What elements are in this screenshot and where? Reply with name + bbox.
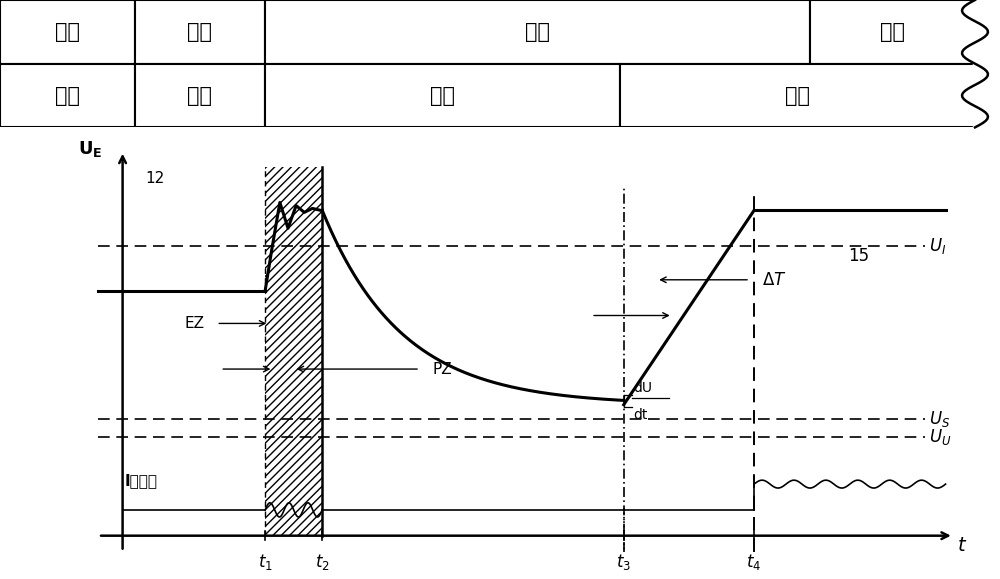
- Bar: [265, 0, 810, 64]
- Text: 断开: 断开: [430, 86, 455, 105]
- Bar: [135, 64, 265, 127]
- Text: $t_1$: $t_1$: [258, 552, 273, 571]
- Bar: [810, 0, 975, 64]
- Bar: [135, 0, 265, 64]
- Text: dU: dU: [633, 381, 652, 395]
- Text: I蓄电池: I蓄电池: [125, 473, 158, 488]
- Text: $\Delta T$: $\Delta T$: [762, 271, 787, 289]
- Text: 12: 12: [146, 171, 165, 186]
- Text: $U_U$: $U_U$: [929, 427, 952, 446]
- Bar: [0, 0, 135, 64]
- Text: 接通: 接通: [880, 22, 905, 42]
- Text: $U_I$: $U_I$: [929, 236, 947, 256]
- Bar: [265, 64, 620, 127]
- Text: $\mathbf{U_E}$: $\mathbf{U_E}$: [78, 139, 102, 159]
- Text: 马达: 马达: [55, 22, 80, 42]
- Text: $t_3$: $t_3$: [616, 552, 631, 571]
- Text: 15: 15: [848, 247, 869, 265]
- Bar: [0, 64, 135, 127]
- Text: 接通: 接通: [188, 86, 212, 105]
- Text: $U_S$: $U_S$: [929, 409, 950, 428]
- Text: 断开: 断开: [525, 22, 550, 42]
- Text: $t_2$: $t_2$: [315, 552, 330, 571]
- Text: 开关: 开关: [55, 86, 80, 105]
- Text: 接通: 接通: [188, 22, 212, 42]
- Text: PZ: PZ: [432, 361, 452, 376]
- Text: dt: dt: [633, 408, 648, 422]
- Bar: [620, 64, 975, 127]
- Bar: [265, 167, 322, 536]
- Text: $t_4$: $t_4$: [746, 552, 762, 571]
- Text: 接通: 接通: [785, 86, 810, 105]
- Text: EZ: EZ: [184, 316, 204, 331]
- Text: $t$: $t$: [957, 536, 967, 555]
